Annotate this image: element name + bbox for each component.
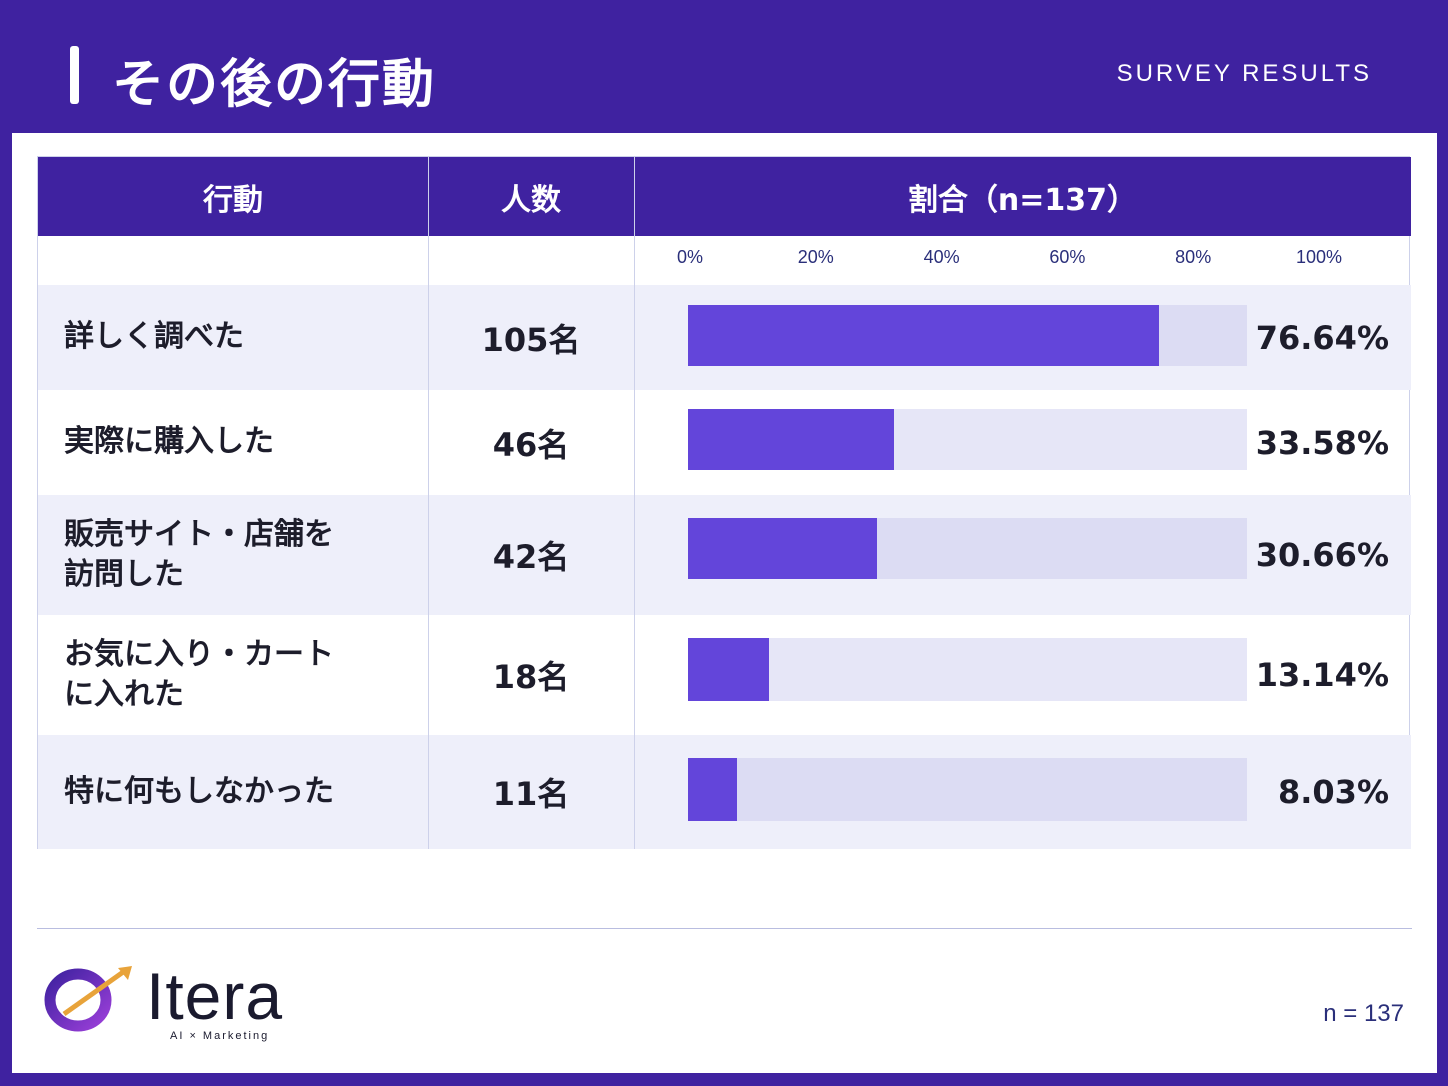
axis-tick-label: 80% [1175, 247, 1212, 267]
row-action-label: 販売サイト・店舗を 訪問した [64, 495, 404, 615]
row-action-label-line: 実際に購入した [64, 424, 274, 460]
brand-tagline: AI × Marketing [170, 1030, 270, 1042]
row-count: 18名 [492, 658, 570, 696]
axis-tick-label: 100% [1295, 247, 1343, 267]
bar-fill [688, 518, 877, 579]
row-action-label: 特に何もしなかった [64, 735, 404, 849]
sample-size-note: n = 137 [1323, 1000, 1404, 1027]
row-count: 42名 [492, 538, 570, 576]
results-table: 行動 人数 割合（n=137） 0% 20% 40% 60% 80% 100% 詳しく調べ… [37, 156, 1411, 849]
footer-divider [37, 928, 1412, 929]
bar-fill [688, 758, 738, 821]
row-action-label-line: 販売サイト・店舗を [64, 516, 334, 552]
bar-fill [688, 638, 769, 701]
column-divider [428, 157, 429, 849]
bar-track [688, 305, 1247, 366]
table-row: お気に入り・カート に入れた 18名 13.14% [38, 615, 1411, 735]
bar-track [688, 518, 1247, 579]
row-action-label-line: に入れた [64, 677, 184, 712]
axis-tick-label: 40% [923, 247, 960, 267]
row-action-label: 詳しく調べた [64, 285, 404, 390]
itera-logo: Itera AI × Marketing [44, 959, 324, 1048]
bar-track [688, 758, 1247, 821]
row-percentage: 33.58% [1255, 423, 1389, 462]
axis-tick-label: 0% [676, 247, 703, 267]
row-action-label-line: お気に入り・カート [64, 636, 334, 672]
brand-name: Itera [146, 959, 284, 1033]
table-row: 詳しく調べた 105名 76.64% [38, 285, 1411, 390]
column-divider [634, 157, 635, 849]
header-action: 行動 [203, 182, 263, 218]
row-count: 105名 [481, 320, 581, 359]
table-row: 実際に購入した 46名 33.58% [38, 390, 1411, 495]
bar-track [688, 409, 1247, 470]
row-action-label-line: 詳しく調べた [64, 319, 244, 355]
header-ratio: 割合（n=137） [907, 182, 1138, 218]
row-percentage: 76.64% [1255, 318, 1389, 357]
row-percentage: 13.14% [1255, 656, 1389, 694]
row-action-label: お気に入り・カート に入れた [64, 615, 404, 735]
row-count: 46名 [492, 425, 570, 464]
axis-tick-label: 20% [797, 247, 834, 267]
bar-track [688, 638, 1247, 701]
header: その後の行動 SURVEY RESULTS [0, 0, 1448, 133]
bar-fill [688, 409, 895, 470]
axis-ticks: 0% 20% 40% 60% 80% 100% [38, 247, 1411, 277]
row-action-label-line: 特に何もしなかった [64, 773, 334, 809]
row-percentage: 8.03% [1277, 773, 1389, 811]
table-row: 販売サイト・店舗を 訪問した 42名 30.66% [38, 495, 1411, 615]
row-action-label: 実際に購入した [64, 390, 404, 495]
table-row: 特に何もしなかった 11名 8.03% [38, 735, 1411, 849]
header-count: 人数 [501, 182, 561, 218]
survey-results-tag: SURVEY RESULTS [1116, 60, 1372, 87]
title-accent-bar [70, 46, 79, 104]
bar-fill [688, 305, 1160, 366]
logo-mark-icon [44, 966, 132, 1032]
row-count: 11名 [492, 775, 570, 813]
table-header: 行動 人数 割合（n=137） [38, 157, 1411, 236]
page-title: その後の行動 [112, 55, 437, 115]
row-percentage: 30.66% [1255, 536, 1389, 574]
row-action-label-line: 訪問した [64, 557, 184, 592]
axis-tick-label: 60% [1049, 247, 1086, 267]
